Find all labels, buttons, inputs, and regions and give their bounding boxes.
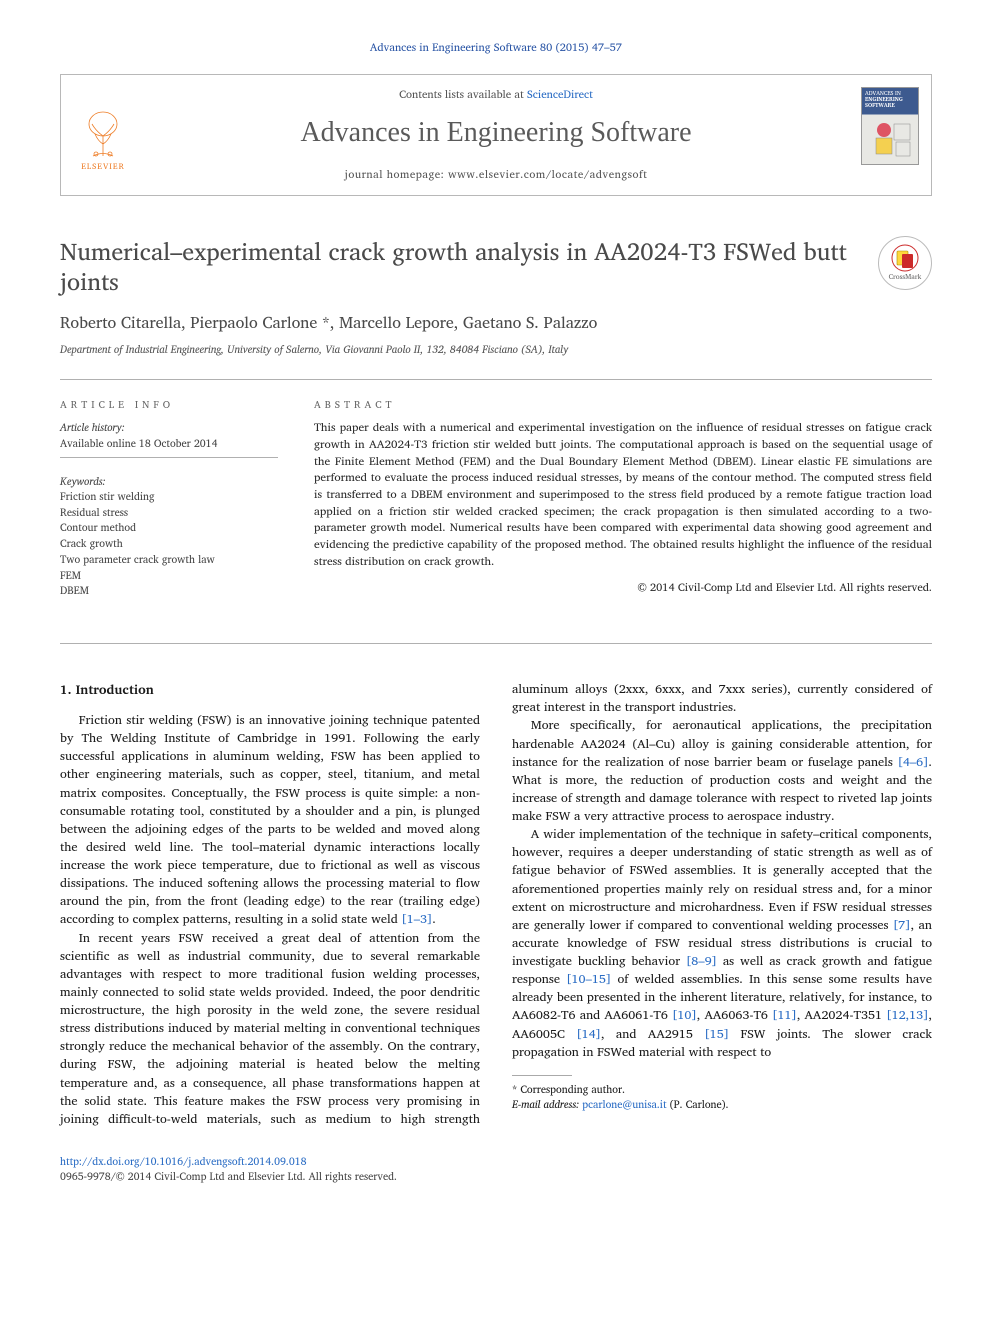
cover-line2: ENGINEERING SOFTWARE (865, 97, 915, 109)
body-paragraph: Friction stir welding (FSW) is an innova… (60, 711, 480, 929)
article-title: Numerical–experimental crack growth anal… (60, 236, 858, 296)
body-paragraph: A wider implementation of the technique … (512, 825, 932, 1061)
crossmark-badge[interactable]: CrossMark (878, 236, 932, 290)
journal-homepage-line: journal homepage: www.elsevier.com/locat… (75, 167, 917, 183)
keyword-item: Two parameter crack growth law (60, 552, 278, 568)
journal-name: Advances in Engineering Software (75, 113, 917, 154)
crossmark-label: CrossMark (889, 273, 922, 283)
citation-link[interactable]: [4–6] (898, 752, 929, 772)
keyword-item: DBEM (60, 583, 278, 599)
affiliation: Department of Industrial Engineering, Un… (60, 342, 932, 357)
contents-available-line: Contents lists available at ScienceDirec… (75, 87, 917, 103)
footnote-rule (512, 1075, 572, 1076)
sciencedirect-link[interactable]: ScienceDirect (527, 85, 593, 103)
citation-link[interactable]: [10] (672, 1005, 697, 1025)
citation-link[interactable]: [15] (704, 1024, 729, 1044)
elsevier-tree-logo[interactable]: ELSEVIER (73, 98, 133, 172)
email-line: E-mail address: pcarlone@unisa.it (P. Ca… (512, 1097, 932, 1112)
body-paragraph: More specifically, for aeronautical appl… (512, 716, 932, 825)
journal-cover-thumbnail[interactable]: ADVANCES IN ENGINEERING SOFTWARE (861, 87, 919, 165)
keywords-list: Friction stir welding Residual stress Co… (60, 489, 278, 599)
citation-link[interactable]: [7] (893, 915, 911, 935)
keyword-item: FEM (60, 568, 278, 584)
journal-header-box: ELSEVIER Contents lists available at Sci… (60, 74, 932, 196)
citation-link[interactable]: [12,13] (886, 1005, 928, 1025)
journal-reference: Advances in Engineering Software 80 (201… (60, 40, 932, 56)
section-heading: 1. Introduction (60, 680, 480, 699)
citation-link[interactable]: [1–3] (401, 909, 432, 929)
author-email-link[interactable]: pcarlone@unisa.it (582, 1095, 666, 1113)
article-body: 1. Introduction Friction stir welding (F… (60, 680, 932, 1128)
homepage-url[interactable]: www.elsevier.com/locate/advengsoft (448, 165, 647, 183)
citation-link[interactable]: [8–9] (686, 951, 717, 971)
author-list: Roberto Citarella, Pierpaolo Carlone *, … (60, 312, 932, 335)
abstract-copyright: © 2014 Civil-Comp Ltd and Elsevier Ltd. … (314, 580, 932, 596)
issn-copyright: 0965-9978/© 2014 Civil-Comp Ltd and Else… (60, 1169, 932, 1184)
abstract-text: This paper deals with a numerical and ex… (314, 420, 932, 570)
citation-link[interactable]: [10–15] (566, 969, 611, 989)
history-value: Available online 18 October 2014 (60, 436, 278, 451)
article-info-heading: ARTICLE INFO (60, 398, 278, 413)
citation-link[interactable]: [14] (576, 1024, 601, 1044)
abstract-heading: ABSTRACT (314, 398, 932, 413)
elsevier-name: ELSEVIER (81, 161, 125, 173)
citation-link[interactable]: [11] (772, 1005, 797, 1025)
page-footer: http://dx.doi.org/10.1016/j.advengsoft.2… (60, 1154, 932, 1184)
